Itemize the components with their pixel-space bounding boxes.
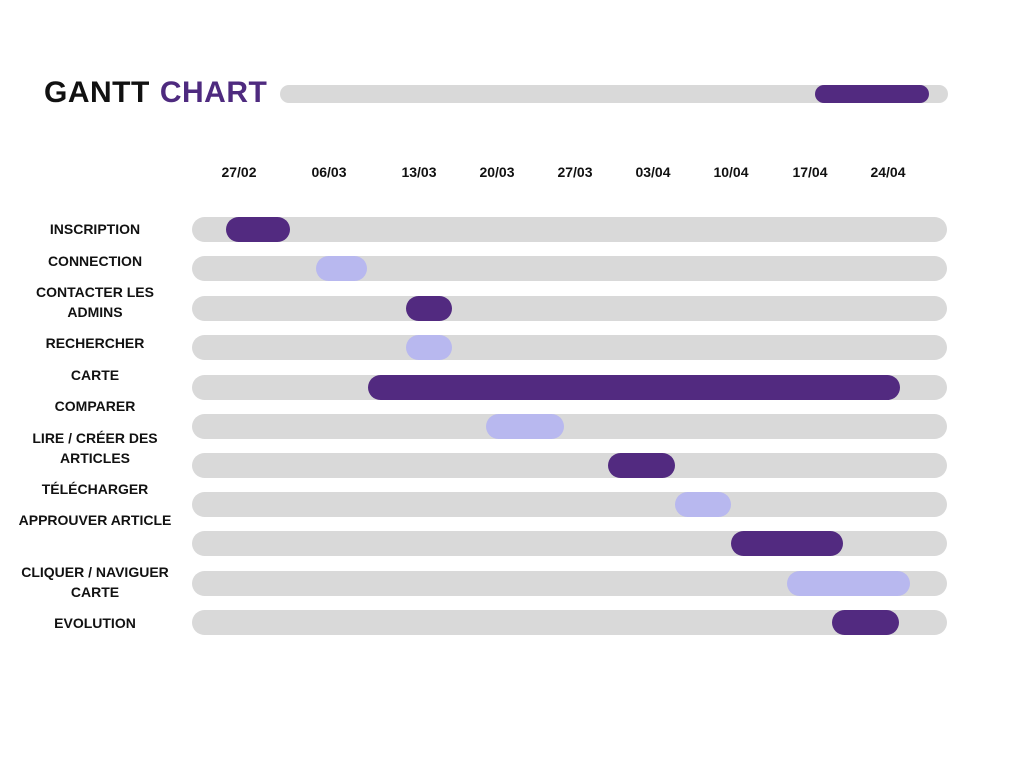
task-bar[interactable]: [226, 217, 290, 242]
task-label: CONTACTER LES ADMINS: [36, 284, 154, 320]
task-bar[interactable]: [608, 453, 675, 478]
task-track: [192, 610, 947, 635]
task-bar[interactable]: [832, 610, 899, 635]
task-label: LIRE / CRÉER DES ARTICLES: [32, 430, 158, 466]
task-label: TÉLÉCHARGER: [41, 481, 149, 497]
overall-progress-fill: [815, 85, 929, 103]
task-label: CARTE: [70, 367, 120, 383]
task-track: [192, 217, 947, 242]
title-word-chart: CHART: [159, 76, 268, 109]
task-label: INSCRIPTION: [49, 221, 141, 237]
task-label: CLIQUER / NAVIGUER CARTE: [21, 564, 169, 600]
date-tick-label: 20/03: [479, 164, 515, 180]
task-bar[interactable]: [675, 492, 731, 517]
task-bar[interactable]: [316, 256, 367, 281]
task-bar[interactable]: [406, 296, 452, 321]
date-tick-label: 03/04: [635, 164, 671, 180]
title-word-gantt: GANTT: [44, 76, 150, 109]
task-track: [192, 375, 947, 400]
date-tick-label: 27/03: [557, 164, 593, 180]
date-tick-label: 10/04: [713, 164, 749, 180]
task-label: RECHERCHER: [45, 335, 145, 351]
task-label: APPROUVER ARTICLE: [18, 512, 172, 528]
task-track: [192, 453, 947, 478]
task-label: COMPARER: [54, 398, 136, 414]
task-track: [192, 571, 947, 596]
chart-title: GANTT CHART: [44, 76, 267, 110]
overall-progress-track: [280, 85, 948, 103]
task-track: [192, 414, 947, 439]
date-tick-label: 06/03: [311, 164, 347, 180]
task-track: [192, 492, 947, 517]
task-track: [192, 335, 947, 360]
task-label: CONNECTION: [47, 253, 143, 269]
date-tick-label: 27/02: [221, 164, 257, 180]
task-bar[interactable]: [731, 531, 843, 556]
task-bar[interactable]: [486, 414, 564, 439]
date-tick-label: 24/04: [870, 164, 906, 180]
date-tick-label: 13/03: [401, 164, 437, 180]
task-bar[interactable]: [787, 571, 910, 596]
task-bar[interactable]: [368, 375, 900, 400]
task-track: [192, 296, 947, 321]
task-bar[interactable]: [406, 335, 452, 360]
task-track: [192, 256, 947, 281]
task-track: [192, 531, 947, 556]
date-tick-label: 17/04: [792, 164, 828, 180]
task-label: EVOLUTION: [54, 615, 136, 631]
